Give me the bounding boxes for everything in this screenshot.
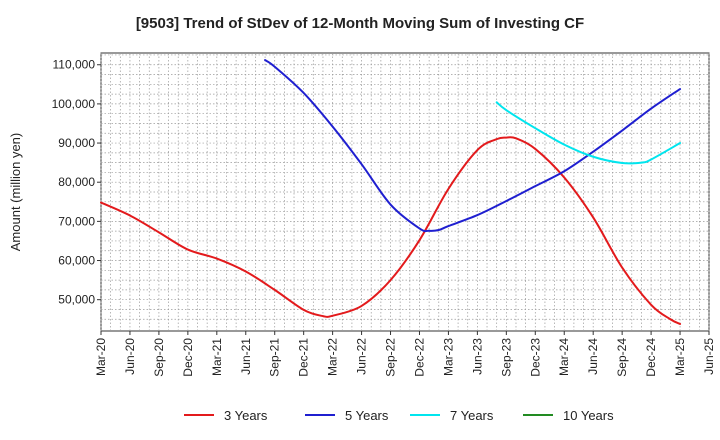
x-tick-label: Mar-20 xyxy=(94,338,108,376)
series-line-7-years xyxy=(495,101,682,165)
x-tick-label: Mar-25 xyxy=(673,338,687,376)
plot-frame xyxy=(100,52,710,332)
legend-item-7-years: 7 Years xyxy=(410,408,494,423)
y-axis-label: Amount (million yen) xyxy=(8,133,23,252)
series-line-3-years xyxy=(100,136,682,325)
legend-label: 5 Years xyxy=(345,408,389,423)
x-tick-label: Sep-22 xyxy=(384,338,398,377)
y-tick-label: 100,000 xyxy=(52,97,96,111)
x-tick-label: Dec-21 xyxy=(297,338,311,377)
y-tick-label: 110,000 xyxy=(53,58,96,72)
y-tick-label: 50,000 xyxy=(58,293,95,307)
legend-label: 3 Years xyxy=(224,408,268,423)
x-tick-label: Sep-23 xyxy=(499,338,513,377)
y-axis-ticks: 50,000 60,000 70,000 80,000 90,000 100,000 110… xyxy=(52,58,101,307)
x-tick-label: Mar-22 xyxy=(326,338,340,376)
x-tick-label: Jun-22 xyxy=(355,338,369,375)
x-tick-label: Jun-24 xyxy=(586,338,600,375)
y-tick-label: 70,000 xyxy=(58,214,95,228)
x-tick-label: Jun-23 xyxy=(470,338,484,375)
legend-item-3-years: 3 Years xyxy=(184,408,268,423)
legend-label: 7 Years xyxy=(450,408,494,423)
x-tick-label: Dec-22 xyxy=(412,338,426,377)
series-line-5-years xyxy=(264,59,682,233)
legend-item-10-years: 10 Years xyxy=(523,408,614,423)
legend-item-5-years: 5 Years xyxy=(305,408,389,423)
x-tick-label: Jun-21 xyxy=(239,338,253,375)
y-tick-label: 90,000 xyxy=(58,136,95,150)
x-tick-label: Dec-23 xyxy=(528,338,542,377)
x-tick-label: Sep-21 xyxy=(268,338,282,377)
x-tick-label: Jun-25 xyxy=(702,338,716,375)
y-tick-label: 60,000 xyxy=(58,254,95,268)
x-tick-label: Sep-24 xyxy=(615,338,629,377)
legend: 3 Years 5 Years 7 Years 10 Years xyxy=(184,408,614,423)
x-tick-label: Dec-20 xyxy=(181,338,195,377)
series-layer xyxy=(100,59,682,325)
x-tick-label: Jun-20 xyxy=(123,338,137,375)
x-tick-label: Sep-20 xyxy=(152,338,166,377)
x-tick-label: Mar-21 xyxy=(210,338,224,376)
grid xyxy=(100,53,710,331)
x-tick-label: Mar-23 xyxy=(441,338,455,376)
plot-area xyxy=(100,52,710,332)
legend-label: 10 Years xyxy=(563,408,614,423)
chart-title: [9503] Trend of StDev of 12-Month Moving… xyxy=(136,15,584,32)
x-tick-label: Dec-24 xyxy=(644,338,658,377)
y-tick-label: 80,000 xyxy=(58,175,95,189)
x-tick-label: Mar-24 xyxy=(557,338,571,376)
x-axis-ticks: Mar-20 Jun-20 Sep-20 Dec-20 Mar-21 Jun-21 Sep-… xyxy=(94,331,716,377)
